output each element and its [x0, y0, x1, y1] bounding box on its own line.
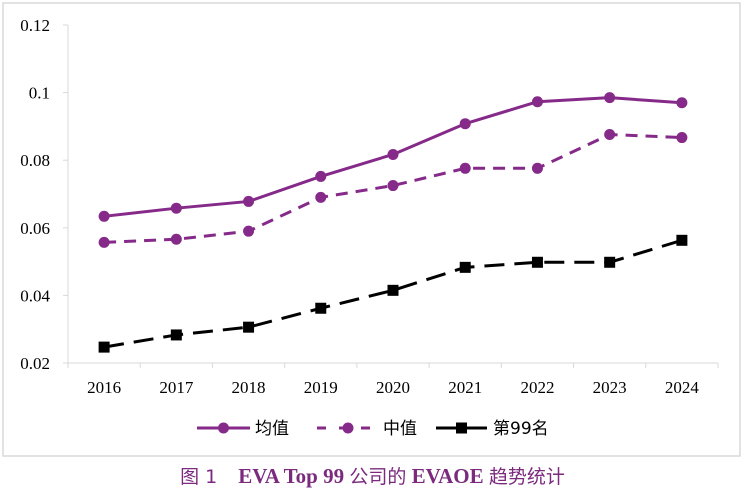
- series-line: [103, 238, 683, 349]
- y-tick-label: 0.1: [29, 84, 50, 103]
- x-tick-label: 2019: [304, 378, 338, 397]
- legend-label: 均值: [255, 419, 289, 439]
- x-tick-label: 2022: [520, 378, 554, 397]
- data-point: [315, 191, 327, 203]
- caption-figure-label: 图 1: [180, 466, 218, 488]
- axes: 0.02 0.04 0.06 0.08 0.1 0.12 2016 2017 2018 2019 2…: [20, 16, 719, 397]
- data-point: [170, 233, 182, 245]
- legend: 均值 中值 第99名: [197, 419, 549, 439]
- data-point: [604, 129, 616, 141]
- legend-swatch-marker: [218, 422, 229, 434]
- series-1: [98, 92, 688, 222]
- y-tick-label: 0.06: [20, 219, 50, 238]
- caption-title-part4: 趋势统计: [488, 466, 565, 488]
- series-2: [98, 129, 688, 248]
- figure-caption: 图 1 EVA Top 99 公司的 EVAOE 趋势统计: [0, 462, 745, 489]
- x-tick-label: 2020: [376, 378, 410, 397]
- chart-frame: [2, 2, 741, 457]
- data-point: [459, 162, 471, 174]
- data-point: [387, 148, 399, 160]
- y-tick-label: 0.04: [20, 286, 50, 305]
- y-tick-label: 0.12: [20, 16, 50, 35]
- data-point: [243, 225, 255, 237]
- data-point: [315, 302, 327, 314]
- x-tick-label: 2021: [448, 378, 482, 397]
- legend-swatch-marker: [342, 422, 354, 434]
- x-tick-label: 2017: [159, 378, 194, 397]
- caption-title-part3: EVAOE: [411, 464, 484, 488]
- x-tick-label: 2024: [665, 378, 700, 397]
- legend-swatch-marker: [456, 422, 467, 434]
- legend-label: 第99名: [493, 419, 549, 439]
- data-point: [170, 202, 182, 214]
- data-point: [459, 261, 471, 273]
- legend-item-3: 第99名: [436, 419, 549, 439]
- y-tick-label: 0.02: [20, 354, 50, 373]
- data-point: [676, 132, 688, 144]
- legend-item-1: 均值: [197, 419, 289, 439]
- x-tick-label: 2016: [87, 378, 121, 397]
- data-point: [604, 92, 616, 104]
- x-tick-label: 2018: [232, 378, 266, 397]
- series-3: [98, 234, 688, 353]
- data-point: [98, 210, 110, 222]
- data-point: [531, 256, 543, 268]
- data-point: [604, 256, 616, 268]
- data-point: [459, 118, 471, 130]
- data-point: [98, 236, 110, 248]
- data-point: [531, 96, 543, 108]
- data-point: [676, 234, 688, 246]
- data-point: [676, 97, 688, 109]
- y-tick-label: 0.08: [20, 151, 50, 170]
- data-point: [243, 195, 255, 207]
- data-point: [387, 180, 399, 192]
- x-tick-label: 2023: [593, 378, 627, 397]
- data-point: [315, 170, 327, 182]
- data-point: [243, 321, 255, 333]
- series-layer: [98, 92, 688, 353]
- caption-title-part2: 公司的: [349, 466, 407, 488]
- data-point: [387, 284, 399, 296]
- legend-label: 中值: [383, 419, 417, 439]
- data-point: [98, 341, 110, 353]
- legend-item-2: 中值: [317, 419, 417, 439]
- data-point: [531, 162, 543, 174]
- data-point: [170, 329, 182, 341]
- caption-title-part1: EVA Top 99: [238, 464, 345, 488]
- line-chart: 0.02 0.04 0.06 0.08 0.1 0.12 2016 2017 2018 2019 2…: [2, 2, 741, 457]
